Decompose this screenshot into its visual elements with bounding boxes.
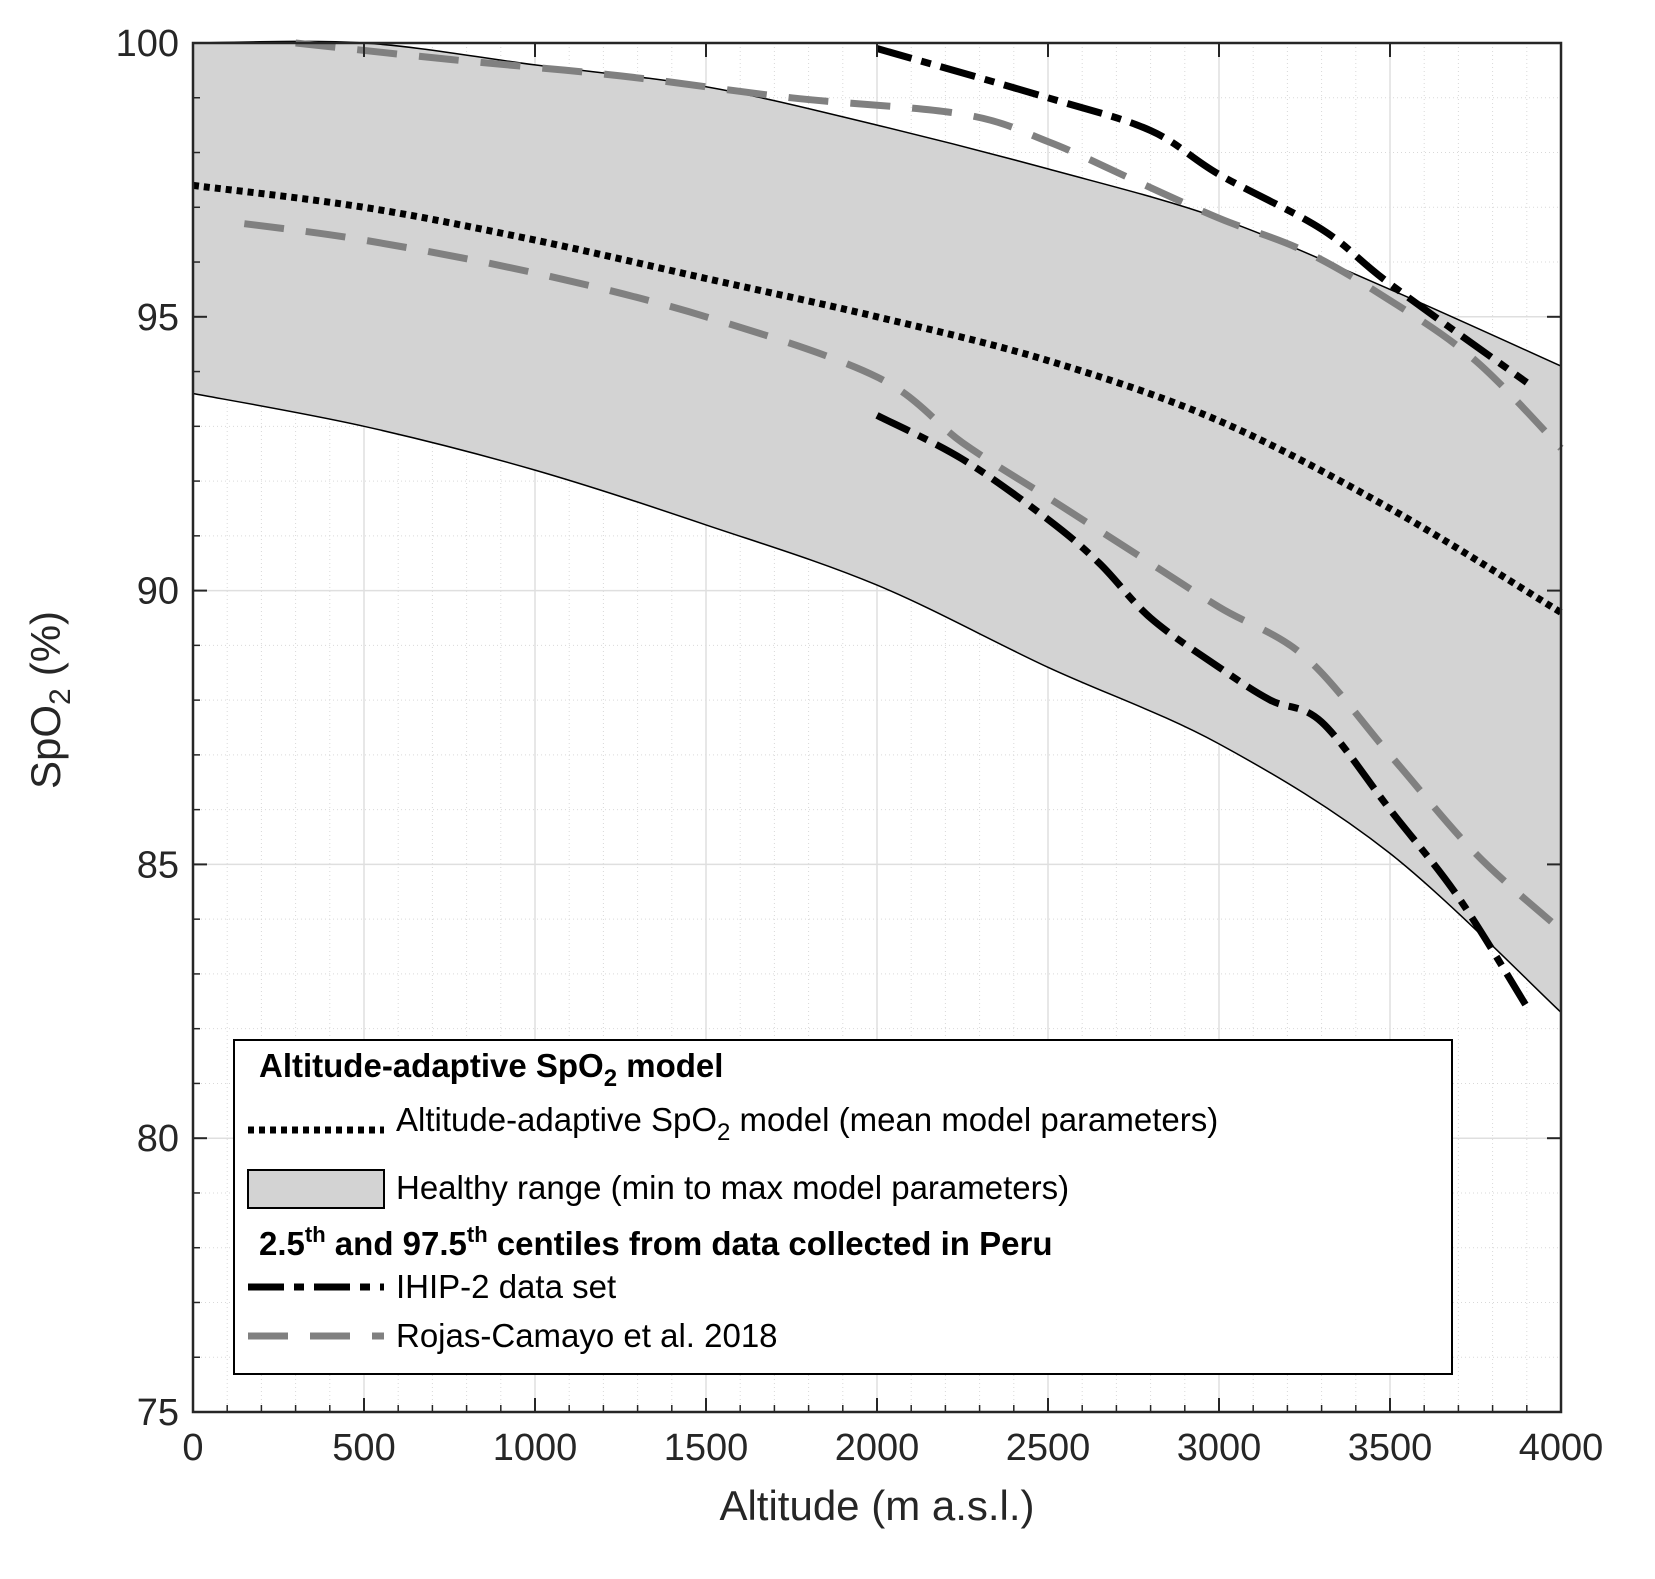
mean-model-line <box>192 181 1563 616</box>
legend-swatch-healthy-range <box>247 1169 385 1209</box>
legend-box <box>233 1039 1453 1375</box>
y-tick-label: 80 <box>137 1118 179 1160</box>
ihip2-upper-centile-line <box>876 45 1529 386</box>
x-tick-label: 3000 <box>1177 1427 1262 1469</box>
x-tick-label: 0 <box>182 1427 203 1469</box>
x-tick-label: 2000 <box>835 1427 920 1469</box>
x-tick-labels: 0 500 1000 1500 2000 2500 3000 3500 4000 <box>182 1427 1603 1469</box>
legend-label-healthy-range: Healthy range (min to max model paramete… <box>396 1169 1069 1206</box>
y-axis-title: SpO2(%) <box>22 611 77 789</box>
x-tick-label: 4000 <box>1519 1427 1604 1469</box>
legend-label-model: Altitude-adaptive SpO2 model (mean model… <box>396 1101 1218 1146</box>
x-axis-title: Altitude (m a.s.l.) <box>719 1482 1034 1529</box>
rojas-lower-centile-line <box>243 220 1564 933</box>
y-tick-label: 100 <box>116 23 179 65</box>
legend-heading-model: Altitude-adaptive SpO2 model <box>259 1047 723 1092</box>
rojas-upper-centile-line <box>295 39 1564 451</box>
legend-heading-centiles: 2.5th and 97.5th centiles from data coll… <box>259 1222 1052 1262</box>
y-tick-label: 85 <box>137 844 179 886</box>
series-layer <box>192 39 1564 1009</box>
healthy-range-lower-edge <box>192 392 1562 1013</box>
x-tick-label: 1500 <box>664 1427 749 1469</box>
x-tick-label: 500 <box>332 1427 395 1469</box>
axes-layer <box>191 41 1563 1414</box>
legend: Altitude-adaptive SpO2 model Altitude-ad… <box>233 1039 1453 1375</box>
x-tick-label: 2500 <box>1006 1427 1091 1469</box>
x-tick-label: 3500 <box>1348 1427 1433 1469</box>
legend-label-rojas: Rojas-Camayo et al. 2018 <box>396 1317 778 1354</box>
y-tick-label: 75 <box>137 1392 179 1434</box>
ihip2-lower-centile-line <box>875 412 1530 1009</box>
legend-label-ihip2: IHIP-2 data set <box>396 1268 616 1305</box>
x-tick-label: 1000 <box>493 1427 578 1469</box>
healthy-range-band <box>193 41 1561 1013</box>
y-tick-label: 95 <box>137 297 179 339</box>
y-tick-label: 90 <box>137 571 179 613</box>
y-tick-labels: 75 80 85 90 95 100 <box>116 23 179 1434</box>
